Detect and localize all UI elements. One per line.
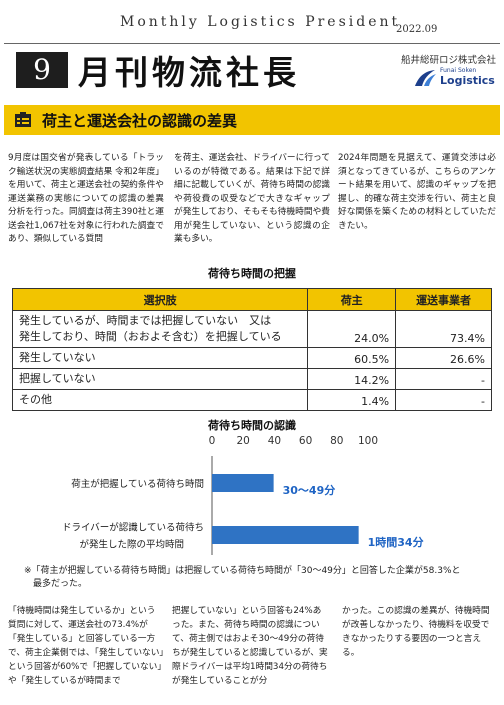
logo-text: Logistics bbox=[440, 74, 495, 87]
series-title: Monthly Logistics President bbox=[120, 14, 401, 30]
x-tick-label: 100 bbox=[358, 435, 378, 447]
option-text: 発生しているが、時間までは把握していない 又は bbox=[19, 314, 272, 327]
table-row: 把握していない 14.2% - bbox=[11, 368, 492, 390]
option-cell: 発生しているが、時間までは把握していない 又は 発生しており、時間（おおよそ含む… bbox=[11, 310, 309, 348]
table-row: その他 1.4% - bbox=[11, 389, 492, 411]
option-cell: その他 bbox=[11, 389, 309, 411]
shipper-value: 24.0% bbox=[307, 310, 397, 348]
x-tick-label: 80 bbox=[330, 435, 343, 447]
x-tick-label: 60 bbox=[299, 435, 312, 447]
shipper-value: 14.2% bbox=[307, 368, 397, 390]
clipboard-icon bbox=[15, 112, 31, 127]
intro-column-1: 9月度は国交省が発表している「トラック輸送状況の実態調査結果 令和2年度」を用い… bbox=[8, 153, 164, 244]
banner-title: 荷主と運送会社の認識の差異 bbox=[42, 112, 238, 130]
chart-footnote-line: 最多だった。 bbox=[33, 579, 88, 589]
column-header-carrier: 運送事業者 bbox=[395, 288, 492, 311]
shipper-value: 1.4% bbox=[307, 389, 397, 411]
carrier-value: 26.6% bbox=[395, 347, 492, 369]
shipper-value: 60.5% bbox=[307, 347, 397, 369]
chart-footnote-line: ※「荷主が把握している荷待ち時間」は把握している荷待ち時間が「30～49分」と回… bbox=[24, 566, 461, 576]
category-label: ドライバーが認識している荷待ち bbox=[62, 522, 204, 534]
funai-logo-icon bbox=[415, 70, 436, 86]
option-cell: 発生していない bbox=[11, 347, 309, 369]
table-header-row: 選択肢 荷主 運送事業者 bbox=[11, 288, 492, 311]
option-cell: 把握していない bbox=[11, 368, 309, 390]
column-header-option: 選択肢 bbox=[11, 288, 309, 311]
intro-column-2: を荷主、運送会社、ドライバーに行っているのが特徴である。結果は下記で詳細に記載し… bbox=[174, 153, 330, 244]
page-header: Monthly Logistics President 2022.09 bbox=[0, 0, 504, 46]
logo-subtext: Funai Soken bbox=[440, 67, 477, 74]
x-tick-label: 20 bbox=[237, 435, 250, 447]
table-row: 発生していない 60.5% 26.6% bbox=[11, 347, 492, 369]
chart-title: 荷待ち時間の認識 bbox=[208, 419, 296, 432]
x-tick-label: 40 bbox=[268, 435, 281, 447]
carrier-value: - bbox=[395, 389, 492, 411]
data-label: 1時間34分 bbox=[368, 535, 424, 549]
waiting-time-table: 選択肢 荷主 運送事業者 発生しているが、時間までは把握していない 又は 発生し… bbox=[11, 288, 492, 411]
bottom-column-3: かった。この認識の差異が、待機時間が改善しなかったり、待機料を収受できなかったり… bbox=[342, 606, 490, 658]
chart-footnote: ※「荷主が把握している荷待ち時間」は把握している荷待ち時間が「30～49分」と回… bbox=[24, 565, 494, 591]
bottom-column-2: 把握していない」という回答も24%あった。また、荷待ち時間の認識について、荷主側… bbox=[172, 606, 328, 686]
intro-column-3: 2024年問題を見据えて、運賃交渉は必須となってきているが、こちらのアンケート結… bbox=[338, 153, 496, 231]
data-label: 30～49分 bbox=[283, 483, 336, 497]
magazine-title: 月刊物流社長 bbox=[78, 53, 300, 92]
category-label: が発生した際の平均時間 bbox=[79, 539, 184, 551]
column-header-shipper: 荷主 bbox=[307, 288, 397, 311]
option-text: 発生しており、時間（おおよそ含む）を把握している bbox=[19, 330, 282, 343]
carrier-value: - bbox=[395, 368, 492, 390]
waiting-time-bar-chart: 0 20 40 60 80 100 荷主が把握している荷待ち時間 30～49分ドライバーが認識… bbox=[62, 435, 424, 555]
bottom-column-1: 「待機時間は発生しているか」という質問に対して、運送会社の73.4%が「発生して… bbox=[8, 606, 164, 686]
x-tick-label: 0 bbox=[209, 435, 216, 447]
bar bbox=[212, 474, 274, 492]
header-divider bbox=[4, 43, 500, 44]
carrier-value: 73.4% bbox=[395, 310, 492, 348]
category-label: 荷主が把握している荷待ち時間 bbox=[71, 478, 204, 490]
table-title: 荷待ち時間の把握 bbox=[208, 267, 296, 280]
table-row: 発生しているが、時間までは把握していない 又は 発生しており、時間（おおよそ含む… bbox=[11, 310, 492, 348]
issue-date: 2022.09 bbox=[396, 24, 438, 35]
bar bbox=[212, 526, 359, 544]
issue-number-badge: 9 bbox=[16, 52, 68, 88]
section-banner bbox=[4, 105, 500, 135]
company-name: 船井総研ロジ株式会社 bbox=[401, 55, 497, 66]
